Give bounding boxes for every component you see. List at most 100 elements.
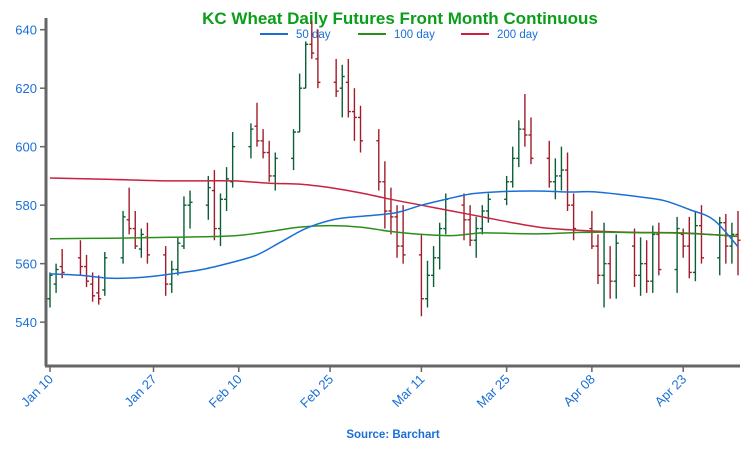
chart-title: KC Wheat Daily Futures Front Month Conti… — [202, 9, 598, 28]
price-bar — [723, 213, 729, 264]
price-bar — [552, 158, 558, 200]
legend: 50 day 100 day 200 day — [260, 29, 538, 41]
legend-item: 200 day — [461, 29, 538, 41]
price-bar — [546, 140, 552, 188]
y-tick-label: 640 — [15, 23, 37, 38]
x-tick-label: Jan 27 — [121, 372, 159, 410]
x-tick-label: Mar 11 — [389, 372, 428, 411]
price-bar — [510, 146, 516, 188]
price-bar — [388, 187, 394, 235]
series-line-100-day — [49, 224, 739, 240]
price-bar — [418, 234, 424, 317]
price-bar — [613, 234, 619, 299]
price-bar — [53, 263, 59, 293]
price-bar — [589, 211, 595, 250]
price-bar — [224, 167, 230, 212]
price-bar — [516, 120, 522, 168]
price-bar — [333, 58, 339, 97]
price-bar — [96, 275, 102, 305]
x-tick-label: Apr 23 — [652, 372, 690, 410]
price-bar — [254, 102, 260, 147]
x-tick-label: Mar 25 — [474, 372, 513, 411]
price-bar — [565, 152, 571, 212]
price-bar — [77, 240, 83, 276]
price-bar — [686, 216, 692, 279]
moving-averages — [49, 177, 739, 280]
price-bar — [163, 246, 169, 296]
legend-label: 100 day — [394, 29, 435, 41]
price-bar — [638, 237, 644, 296]
series-line-50-day — [49, 190, 739, 280]
price-bar — [437, 222, 443, 270]
x-tick-label: Feb 10 — [206, 372, 245, 411]
price-bar — [345, 58, 351, 118]
price-bar — [424, 260, 430, 308]
price-bar — [102, 251, 108, 296]
price-bar — [297, 73, 303, 133]
price-bar — [47, 272, 53, 308]
legend-label: 200 day — [497, 29, 538, 41]
price-bar — [266, 140, 272, 182]
price-bar — [376, 129, 382, 191]
y-tick-label: 620 — [15, 81, 37, 96]
y-tick-label: 580 — [15, 198, 37, 213]
price-bar — [205, 175, 211, 220]
y-tick-label: 540 — [15, 315, 37, 330]
price-bar — [217, 193, 223, 247]
price-bar — [351, 88, 357, 141]
price-bar — [144, 222, 150, 264]
price-bar — [729, 222, 735, 264]
price-bar — [631, 228, 637, 288]
source-label: Source: Barchart — [346, 429, 439, 441]
price-bar — [187, 190, 193, 229]
price-bar — [181, 196, 187, 250]
x-axis: Jan 10 Jan 27 Feb 10 Feb 25 Mar 11 Mar 25 Apr … — [18, 366, 689, 411]
price-bar — [309, 20, 315, 59]
price-bar — [272, 152, 278, 191]
price-bar — [735, 211, 741, 276]
legend-item: 100 day — [358, 29, 435, 41]
price-bar — [211, 170, 217, 241]
price-bar — [400, 205, 406, 264]
price-bar — [303, 41, 309, 89]
price-bar — [461, 193, 467, 241]
price-bar — [467, 205, 473, 247]
price-bar — [522, 94, 528, 147]
price-bar — [692, 211, 698, 282]
price-bar — [126, 187, 132, 235]
legend-item: 50 day — [260, 29, 331, 41]
price-bar — [650, 225, 656, 293]
price-bar — [595, 234, 601, 285]
price-bar — [644, 240, 650, 293]
price-bar — [59, 249, 65, 279]
legend-label: 50 day — [296, 29, 331, 41]
price-bar — [339, 64, 345, 118]
price-bar — [528, 117, 534, 165]
price-bar — [169, 260, 175, 293]
price-bars — [47, 20, 741, 317]
price-bar — [260, 129, 266, 159]
y-axis: 540 560 580 600 620 640 — [15, 23, 46, 330]
x-tick-label: Jan 10 — [18, 372, 56, 410]
price-bar — [358, 105, 364, 153]
price-bar — [558, 146, 564, 191]
series-line-200-day — [49, 177, 739, 238]
price-bar — [504, 175, 510, 206]
price-bar — [479, 205, 485, 235]
price-bar — [656, 222, 662, 276]
price-bar — [431, 246, 437, 288]
y-tick-label: 560 — [15, 257, 37, 272]
price-bar — [175, 237, 181, 276]
price-bar — [607, 246, 613, 299]
price-bar — [138, 228, 144, 258]
price-bar — [291, 129, 297, 171]
price-bar — [717, 216, 723, 276]
price-bar — [132, 211, 138, 250]
price-bar — [248, 123, 254, 159]
price-bar — [382, 161, 388, 229]
price-bar — [315, 29, 321, 89]
y-tick-label: 600 — [15, 140, 37, 155]
price-bar — [674, 216, 680, 293]
